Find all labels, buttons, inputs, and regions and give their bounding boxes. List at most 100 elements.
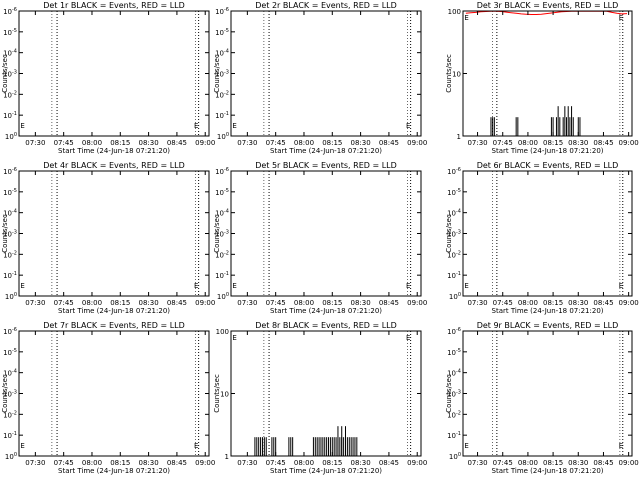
y-tick-label: 10-3 xyxy=(447,230,461,239)
y-tick-label: 10-4 xyxy=(3,369,17,378)
y-tick-label: 10-1 xyxy=(3,271,17,280)
y-tick-label: 10-2 xyxy=(3,90,17,99)
event-marker-label: E xyxy=(232,122,236,130)
chart-title: Det 1r BLACK = Events, RED = LLD xyxy=(43,1,185,10)
x-axis-label: Start Time (24-Jun-18 07:21:20) xyxy=(492,147,604,155)
y-tick-label: 100 xyxy=(5,452,17,461)
x-tick-label: 08:30 xyxy=(568,459,588,467)
chart-title: Det 8r BLACK = Events, RED = LLD xyxy=(255,321,397,330)
x-tick-label: 09:00 xyxy=(619,299,639,307)
y-tick-label: 10-3 xyxy=(215,230,229,239)
x-axis-label: Start Time (24-Jun-18 07:21:20) xyxy=(58,147,170,155)
y-tick-label: 10-6 xyxy=(447,327,461,336)
x-tick-label: 09:00 xyxy=(619,459,639,467)
plot-frame xyxy=(18,10,210,137)
x-tick-label: 08:45 xyxy=(593,459,613,467)
y-tick-label: 10-1 xyxy=(3,431,17,440)
x-tick-label: 08:45 xyxy=(379,139,399,147)
y-tick-label: 10-6 xyxy=(215,7,229,16)
event-marker-label: E xyxy=(20,282,24,290)
x-tick-label: 08:45 xyxy=(379,459,399,467)
y-tick-label: 10-5 xyxy=(215,28,229,37)
y-tick-label: 10-4 xyxy=(215,49,229,58)
y-axis-label: Counts/sec xyxy=(1,54,9,93)
y-tick-label: 10-5 xyxy=(447,188,461,197)
x-tick-label: 07:45 xyxy=(493,459,513,467)
y-tick-label: 100 xyxy=(5,132,17,141)
y-tick-label: 10-5 xyxy=(447,348,461,357)
plot-frame xyxy=(462,330,633,457)
x-tick-label: 08:15 xyxy=(322,299,342,307)
x-tick-label: 08:00 xyxy=(294,139,314,147)
y-tick-label: 10-5 xyxy=(215,188,229,197)
plot-frame xyxy=(230,330,422,457)
y-tick-label: 10-4 xyxy=(447,209,461,218)
y-tick-label: 10-1 xyxy=(215,271,229,280)
x-axis-label: Start Time (24-Jun-18 07:21:20) xyxy=(58,467,170,475)
y-tick-label: 10-1 xyxy=(215,111,229,120)
x-tick-label: 09:00 xyxy=(195,299,215,307)
x-tick-label: 07:45 xyxy=(54,459,74,467)
x-tick-label: 08:30 xyxy=(139,299,159,307)
x-tick-label: 08:00 xyxy=(294,299,314,307)
event-marker-label: E xyxy=(464,282,468,290)
x-tick-label: 08:30 xyxy=(568,299,588,307)
y-tick-label: 100 xyxy=(5,292,17,301)
x-tick-label: 07:30 xyxy=(467,299,487,307)
event-marker-label: E xyxy=(406,334,410,342)
y-tick-label: 10-1 xyxy=(447,271,461,280)
y-tick-label: 10-4 xyxy=(447,369,461,378)
x-tick-label: 07:30 xyxy=(25,299,45,307)
x-tick-label: 08:00 xyxy=(82,299,102,307)
x-tick-label: 08:45 xyxy=(167,459,187,467)
y-axis-label: Counts/sec xyxy=(213,374,221,413)
x-tick-label: 08:15 xyxy=(110,459,130,467)
event-marker-label: E xyxy=(619,14,623,22)
chart-title: Det 4r BLACK = Events, RED = LLD xyxy=(43,161,185,170)
y-axis-label: Counts/sec xyxy=(1,214,9,253)
x-tick-label: 09:00 xyxy=(407,459,427,467)
y-tick-label: 100 xyxy=(448,8,461,16)
y-tick-label: 100 xyxy=(449,452,461,461)
x-tick-label: 08:00 xyxy=(518,299,538,307)
y-axis-label: Counts/sec xyxy=(1,374,9,413)
y-tick-label: 1 xyxy=(457,133,461,141)
x-tick-label: 09:00 xyxy=(195,139,215,147)
y-axis-label: Counts/sec xyxy=(445,214,453,253)
x-axis-label: Start Time (24-Jun-18 07:21:20) xyxy=(270,307,382,315)
event-marker-label: E xyxy=(232,334,236,342)
y-tick-label: 10-6 xyxy=(3,167,17,176)
x-tick-label: 08:30 xyxy=(351,139,371,147)
event-marker-label: E xyxy=(406,282,410,290)
x-tick-label: 08:00 xyxy=(518,459,538,467)
x-tick-label: 07:30 xyxy=(237,139,257,147)
x-tick-label: 07:45 xyxy=(493,139,513,147)
event-marker-label: E xyxy=(619,442,623,450)
x-axis-label: Start Time (24-Jun-18 07:21:20) xyxy=(270,467,382,475)
y-tick-label: 10-5 xyxy=(3,188,17,197)
y-tick-label: 100 xyxy=(216,328,229,336)
y-tick-label: 10-3 xyxy=(3,70,17,79)
x-tick-label: 07:45 xyxy=(266,299,286,307)
x-tick-label: 07:30 xyxy=(467,139,487,147)
y-tick-label: 10-3 xyxy=(3,390,17,399)
y-tick-label: 10-5 xyxy=(3,28,17,37)
x-tick-label: 07:45 xyxy=(54,139,74,147)
y-tick-label: 10-3 xyxy=(447,390,461,399)
x-tick-label: 08:15 xyxy=(543,139,563,147)
chart-title: Det 9r BLACK = Events, RED = LLD xyxy=(477,321,619,330)
y-tick-label: 100 xyxy=(449,292,461,301)
y-tick-label: 10-2 xyxy=(215,250,229,259)
x-tick-label: 08:15 xyxy=(110,139,130,147)
y-axis-label: Counts/sec xyxy=(445,54,453,93)
x-tick-label: 09:00 xyxy=(619,139,639,147)
x-tick-label: 08:15 xyxy=(110,299,130,307)
y-tick-label: 10-2 xyxy=(3,250,17,259)
plot-frame xyxy=(230,10,422,137)
y-tick-label: 10-6 xyxy=(447,167,461,176)
y-tick-label: 1 xyxy=(225,453,229,461)
